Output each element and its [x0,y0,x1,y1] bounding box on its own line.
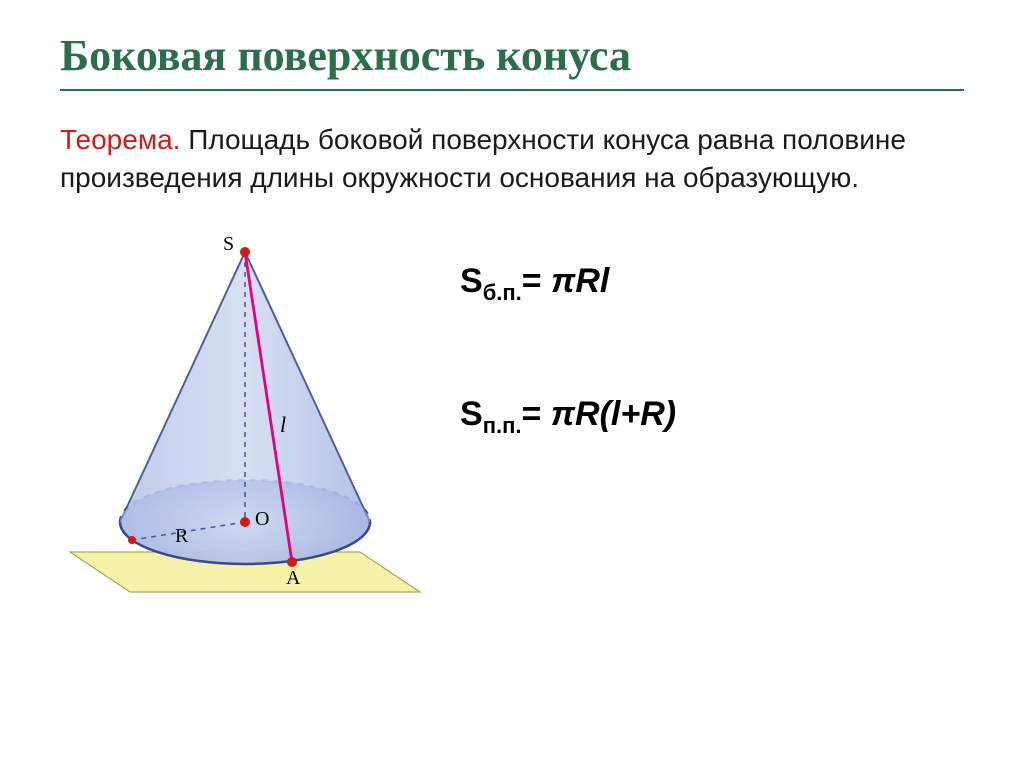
formula-total-rhs: πR(l+R) [551,395,676,433]
title-underline: Боковая поверхность конуса [60,30,964,91]
center-point [240,517,250,527]
edge-point-a [287,557,297,567]
cone-diagram: S O A R l [60,222,430,602]
formula-total-sub: п.п. [483,413,522,438]
slide-title: Боковая поверхность конуса [60,30,964,81]
formula-lateral-rhs: πRl [551,262,609,300]
formula-total: Sп.п.= πR(l+R) [460,395,964,439]
label-radius: R [175,525,189,547]
theorem-paragraph: Теорема. Площадь боковой поверхности кон… [60,121,964,197]
apex-point [240,247,250,257]
label-edge-a: A [286,567,301,589]
formula-lateral-sub: б.п. [483,279,522,304]
label-apex: S [223,233,234,255]
theorem-label: Теорема. [60,124,180,155]
theorem-text: Площадь боковой поверхности конуса равна… [60,124,906,193]
label-slant: l [280,412,286,437]
formula-lateral: Sб.п.= πRl [460,262,964,306]
label-center: O [255,508,269,530]
radius-end-point [128,536,136,544]
formulas-block: Sб.п.= πRl Sп.п.= πR(l+R) [460,222,964,530]
